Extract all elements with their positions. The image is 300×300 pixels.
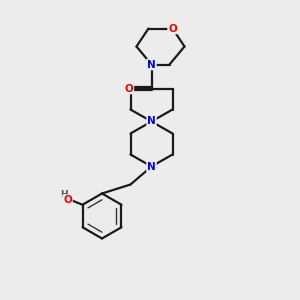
Text: N: N	[147, 59, 156, 70]
Text: O: O	[63, 195, 72, 205]
Text: H: H	[60, 190, 68, 199]
Text: O: O	[168, 23, 177, 34]
Text: N: N	[147, 116, 156, 127]
Text: O: O	[124, 83, 134, 94]
Text: N: N	[147, 161, 156, 172]
